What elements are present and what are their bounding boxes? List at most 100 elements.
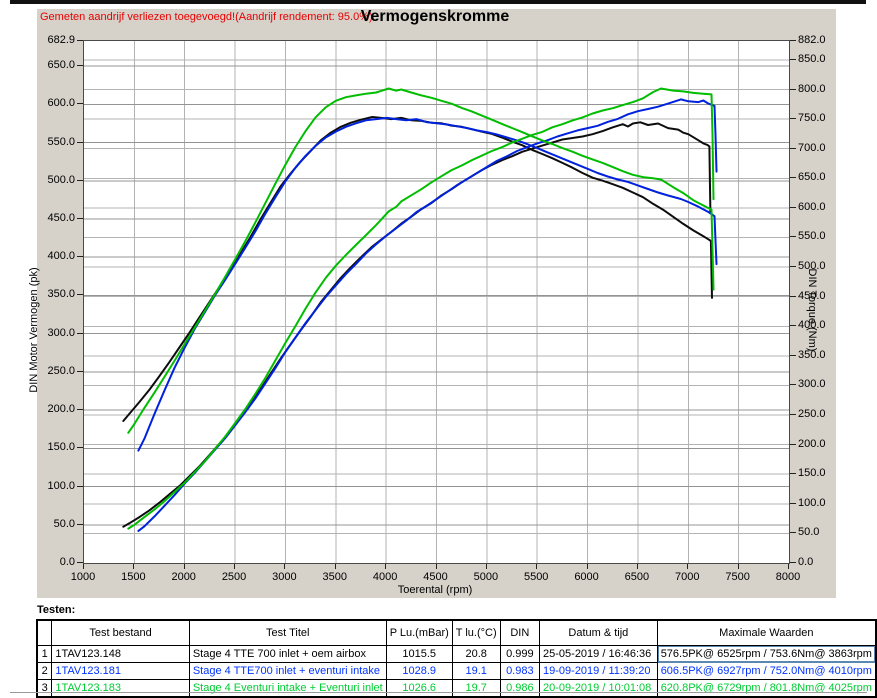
x-tick	[485, 564, 487, 569]
y-right-tick	[790, 58, 796, 60]
column-header: P Lu.(mBar)	[385, 619, 453, 646]
y-left-tick	[77, 179, 83, 181]
y-right-tick-label: 550.0	[798, 230, 826, 243]
y-left-tick-label: 400.0	[47, 250, 75, 263]
x-tick	[133, 564, 135, 569]
chart-title: Vermogenskromme	[360, 8, 510, 25]
y-right-tick	[790, 562, 796, 563]
y-right-tick	[790, 266, 796, 268]
x-tick-label: 5500	[523, 571, 549, 583]
test-file[interactable]: 1TAV123.181	[51, 662, 190, 680]
y-right-tick	[790, 325, 796, 327]
y-right-tick-label: 750.0	[798, 112, 826, 125]
test-title[interactable]: Stage 4 TTE 700 inlet + oem airbox	[188, 645, 387, 663]
table-caption: Testen:	[37, 604, 76, 616]
y-left-tick	[77, 256, 83, 258]
pressure-value[interactable]: 1026.6	[385, 679, 453, 698]
column-header: Test bestand	[51, 619, 190, 646]
y-right-tick	[790, 502, 796, 504]
pressure-value[interactable]: 1028.9	[385, 662, 453, 680]
max-values[interactable]: 606.5PK@ 6927rpm / 752.0Nm@ 4010rpm	[656, 662, 877, 680]
date-time[interactable]: 19-09-2019 / 11:39:20	[539, 662, 658, 680]
y-left-tick-label: 250.0	[47, 364, 75, 377]
x-tick	[284, 564, 286, 569]
temperature-value[interactable]: 19.1	[451, 662, 501, 680]
x-tick-label: 2500	[221, 571, 247, 583]
x-tick	[334, 564, 336, 569]
x-tick-label: 7500	[725, 571, 750, 583]
din-factor[interactable]: 0.983	[499, 662, 541, 680]
x-tick	[183, 564, 185, 569]
y-left-tick	[77, 40, 83, 41]
pressure-value[interactable]: 1015.5	[385, 645, 453, 663]
din-factor[interactable]: 0.986	[499, 679, 541, 698]
y-right-tick	[790, 295, 796, 297]
x-tick-label: 3500	[322, 571, 348, 583]
x-tick	[687, 564, 689, 569]
y-left-tick-label: 300.0	[47, 326, 75, 339]
x-axis-title: Toerental (rpm)	[397, 584, 473, 596]
test-row: 2 1TAV123.181 Stage 4 TTE700 inlet + event…	[36, 662, 877, 680]
bottom-border-line	[10, 692, 867, 693]
y-right-tick-label: 800.0	[798, 82, 826, 95]
y-left-tick	[77, 447, 83, 449]
y-right-tick-label: 600.0	[798, 200, 826, 213]
date-time[interactable]: 25-05-2019 / 16:46:36	[539, 645, 658, 663]
y-left-tick-label: 450.0	[47, 212, 75, 225]
y-left-tick-label: 0.0	[59, 556, 75, 568]
test-file[interactable]: 1TAV123.148	[51, 645, 190, 663]
temperature-value[interactable]: 19.7	[451, 679, 501, 698]
y-right-tick	[790, 473, 796, 475]
y-right-tick-label: 350.0	[798, 348, 826, 361]
x-tick-label: 1000	[70, 571, 96, 583]
date-time[interactable]: 20-09-2019 / 10:01:08	[539, 679, 658, 698]
max-values[interactable]: 576.5PK@ 6525rpm / 753.6Nm@ 3863rpm	[656, 645, 877, 663]
max-values[interactable]: 620.8PK@ 6729rpm / 801.8Nm@ 4025rpm	[656, 679, 877, 698]
top-border-line	[10, 0, 866, 4]
y-right-tick-label: 0.0	[798, 556, 814, 568]
y-right-tick	[790, 206, 796, 208]
x-tick	[435, 564, 437, 569]
y-right-axis-title: DIN Torque (Nm)	[806, 268, 818, 352]
test-file[interactable]: 1TAV123.183	[51, 679, 190, 698]
y-right-tick	[790, 414, 796, 416]
test-title[interactable]: Stage 4 Eventuri intake + Eventuri inlet	[188, 679, 387, 698]
x-tick-label: 2000	[171, 571, 196, 583]
din-factor[interactable]: 0.999	[499, 645, 541, 663]
y-left-tick	[77, 409, 83, 411]
y-right-tick	[790, 88, 796, 90]
x-tick-label: 7000	[675, 571, 700, 583]
y-left-tick-label: 150.0	[47, 441, 75, 454]
dyno-curves-svg	[84, 41, 789, 563]
temperature-value[interactable]: 20.8	[451, 645, 501, 663]
y-right-tick	[790, 147, 796, 149]
y-left-tick-label: 200.0	[47, 403, 75, 416]
x-tick	[234, 564, 236, 569]
y-right-tick-label: 300.0	[798, 378, 826, 391]
row-number: 3	[36, 679, 53, 698]
y-right-tick	[790, 532, 796, 534]
y-left-tick	[77, 332, 83, 334]
x-tick	[586, 564, 588, 569]
y-right-tick	[790, 177, 796, 179]
drivetrain-loss-warning: Gemeten aandrijf verliezen toegevoegd!(A…	[40, 11, 373, 23]
x-tick	[536, 564, 538, 569]
row-number: 2	[36, 662, 53, 680]
y-right-tick-label: 250.0	[798, 408, 826, 421]
y-left-tick-label: 100.0	[47, 479, 75, 492]
y-left-tick	[77, 218, 83, 220]
column-header: Test Titel	[188, 619, 387, 646]
x-tick	[83, 564, 84, 569]
test-title[interactable]: Stage 4 TTE700 inlet + eventuri intake	[188, 662, 387, 680]
y-right-tick	[790, 354, 796, 356]
y-right-tick-label: 100.0	[798, 496, 826, 509]
test-row: 1 1TAV123.148 Stage 4 TTE 700 inlet + oem …	[36, 645, 877, 663]
y-right-tick	[790, 40, 796, 41]
y-left-tick-label: 50.0	[53, 517, 75, 530]
y-left-tick	[77, 370, 83, 372]
y-left-tick-label: 550.0	[47, 135, 75, 148]
x-tick-label: 6500	[624, 571, 650, 583]
y-right-tick	[790, 236, 796, 238]
x-tick-label: 8000	[775, 571, 801, 583]
test-row: 3 1TAV123.183 Stage 4 Eventuri intake + Ev…	[36, 679, 877, 698]
